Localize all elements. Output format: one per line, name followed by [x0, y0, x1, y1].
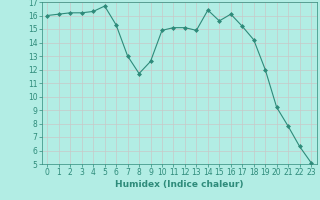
X-axis label: Humidex (Indice chaleur): Humidex (Indice chaleur) [115, 180, 244, 189]
